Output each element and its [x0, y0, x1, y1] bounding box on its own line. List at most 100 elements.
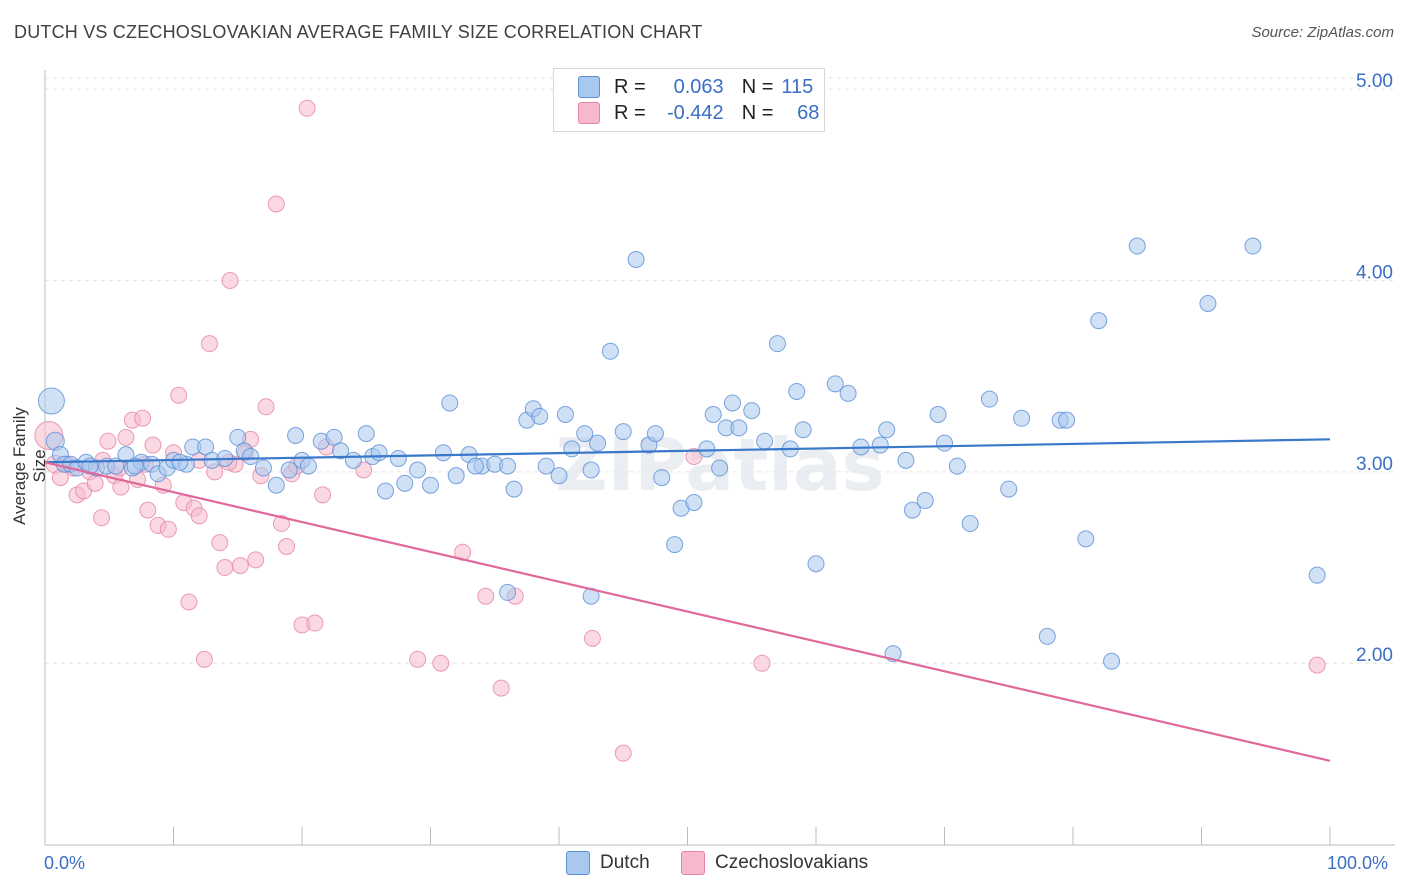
dutch-point — [730, 419, 748, 437]
dutch-point — [1038, 627, 1056, 645]
legend-r-label: R = — [614, 75, 646, 98]
dutch-point — [37, 387, 65, 415]
dutch-point — [1077, 530, 1095, 548]
czech-point — [278, 537, 296, 555]
dutch-point — [576, 425, 594, 443]
dutch-point — [903, 501, 921, 519]
dutch-point — [499, 457, 517, 475]
dutch-point — [646, 425, 664, 443]
legend-r-value: -0.442 — [666, 101, 724, 124]
dutch-point — [441, 394, 459, 412]
dutch-point — [434, 444, 452, 462]
czech-point — [159, 520, 177, 538]
y-tick-label: 5.00 — [1356, 71, 1393, 92]
y-tick-labels: 2.00 3.00 4.00 5.00 — [1356, 71, 1393, 666]
dutch-point — [1128, 237, 1146, 255]
y-tick-label: 4.00 — [1356, 262, 1393, 283]
dutch-point — [563, 440, 581, 458]
dutch-point — [582, 461, 600, 479]
czech-point — [314, 486, 332, 504]
dutch-point — [1013, 409, 1031, 427]
legend-n-label: N = — [741, 75, 774, 98]
dutch-point — [287, 426, 305, 444]
dutch-point — [370, 444, 388, 462]
dutch-point — [961, 515, 979, 533]
dutch-point — [723, 394, 741, 412]
y-axis-label: Average Family Size — [10, 407, 49, 525]
dutch-point — [422, 476, 439, 494]
dutch-point — [1308, 566, 1326, 584]
dutch-point — [794, 421, 812, 439]
dutch-point — [344, 451, 362, 469]
dutch-point — [948, 457, 966, 475]
czech-point — [409, 650, 427, 668]
czech-point — [134, 409, 152, 427]
y-tick-label: 2.00 — [1356, 645, 1393, 666]
trend-lines — [44, 438, 1331, 762]
dutch-point — [126, 457, 144, 475]
dutch-point — [666, 536, 684, 554]
czech-point — [583, 629, 601, 647]
czech-point — [306, 614, 324, 632]
dutch-point — [916, 492, 934, 510]
dutch-point — [1103, 652, 1121, 670]
dutch-point — [499, 583, 517, 601]
legend-swatch-czech — [578, 102, 600, 124]
dutch-point — [980, 390, 998, 408]
dutch-point — [601, 342, 619, 360]
czech-point — [200, 335, 218, 353]
legend-swatch-dutch — [578, 76, 600, 98]
dutch-point — [936, 434, 953, 452]
czech-point — [247, 551, 265, 569]
czech-trend-line — [44, 461, 1331, 762]
dutch-point — [550, 467, 568, 485]
bottom-swatch-dutch — [566, 851, 590, 875]
grid-lines — [45, 77, 1395, 664]
dutch-point — [685, 493, 703, 511]
dutch-point — [653, 469, 671, 487]
czech-point — [144, 436, 162, 454]
dutch-point — [242, 448, 260, 466]
dutch-trend-line — [44, 438, 1331, 464]
czech-point — [195, 650, 213, 668]
czech-point — [170, 386, 188, 404]
dutch-point — [878, 421, 896, 439]
czech-point — [477, 587, 495, 605]
dutch-point — [589, 434, 607, 452]
dutch-point — [614, 423, 632, 441]
dutch-point — [929, 405, 947, 423]
dutch-point — [1244, 237, 1262, 255]
czech-point — [685, 448, 703, 466]
bottom-legend-dutch: Dutch — [566, 851, 650, 875]
dutch-point — [807, 555, 825, 573]
czech-point — [117, 428, 135, 446]
source-label: Source: ZipAtlas.com — [1251, 24, 1394, 41]
czech-point — [614, 744, 632, 762]
dutch-point — [466, 457, 484, 475]
bottom-legend-czech: Czechoslovakians — [681, 851, 868, 875]
czech-point — [99, 432, 117, 450]
legend-r-label: R = — [614, 101, 646, 124]
y-tick-label: 3.00 — [1356, 454, 1393, 475]
dutch-point — [537, 457, 555, 475]
czech-point — [231, 557, 249, 575]
dutch-point — [768, 335, 786, 353]
dutch-point — [1000, 480, 1018, 498]
dutch-point — [756, 432, 774, 450]
czech-point — [180, 593, 198, 611]
czech-point — [211, 534, 229, 552]
dutch-point — [839, 384, 857, 402]
czech-point — [492, 679, 510, 697]
dutch-point — [332, 442, 350, 460]
dutch-point — [389, 449, 407, 467]
dutch-point — [171, 453, 189, 471]
czech-point — [267, 195, 285, 213]
bottom-legend-label: Dutch — [600, 852, 650, 873]
legend-n-value: 68 — [797, 101, 820, 124]
correlation-legend: R = 0.063 N = 115 R = -0.442 N = 68 — [553, 68, 825, 132]
dutch-point — [826, 375, 844, 393]
axes — [44, 70, 1395, 846]
czech-point — [753, 654, 771, 672]
czech-point — [190, 507, 208, 525]
